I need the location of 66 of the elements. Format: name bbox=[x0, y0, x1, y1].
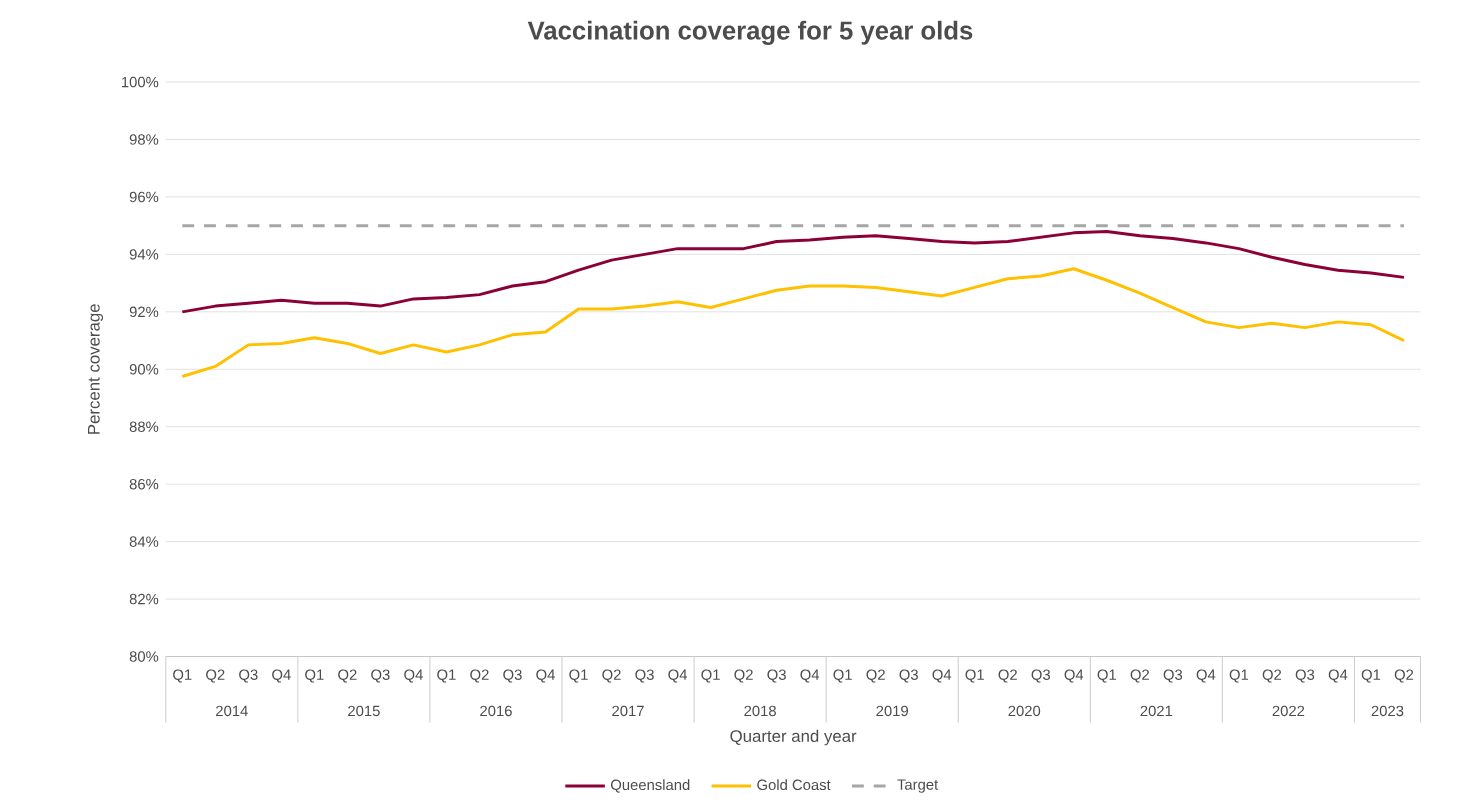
x-tick-label: Q1 bbox=[965, 669, 984, 683]
y-tick-label: 96% bbox=[129, 191, 159, 203]
x-tick-label: Q4 bbox=[1064, 669, 1084, 683]
x-tick-label: Q1 bbox=[305, 669, 324, 683]
x-tick-label: Q1 bbox=[1229, 669, 1249, 683]
x-tick-label: Q3 bbox=[1163, 669, 1183, 683]
y-tick-label: 90% bbox=[129, 364, 159, 375]
x-tick-label: Q2 bbox=[470, 669, 489, 683]
text: 2021 bbox=[1140, 705, 1173, 717]
x-tick-label: Q2 bbox=[338, 669, 357, 683]
x-axis-title: Quarter and year bbox=[730, 729, 857, 746]
text: 2016 bbox=[480, 705, 512, 717]
x-tick-label: Q2 bbox=[734, 669, 753, 683]
y-tick-label: 80% bbox=[129, 651, 159, 662]
legend-label: Gold Coast bbox=[757, 779, 831, 791]
x-tick-label: Q2 bbox=[1130, 669, 1149, 683]
text: 2017 bbox=[612, 705, 644, 717]
y-tick-label: 94% bbox=[129, 249, 159, 260]
text: 2014 bbox=[216, 705, 248, 717]
x-tick-label: Q4 bbox=[1328, 669, 1348, 683]
text: 2020 bbox=[1008, 705, 1041, 717]
x-tick-label: Q1 bbox=[701, 669, 720, 683]
x-tick-label: Q2 bbox=[602, 669, 621, 683]
text: 2022 bbox=[1272, 705, 1305, 717]
x-tick-label: Q4 bbox=[932, 669, 952, 683]
x-tick-label: Q1 bbox=[437, 669, 456, 683]
text: 2015 bbox=[348, 705, 380, 717]
x-tick-label: Q3 bbox=[767, 669, 786, 683]
y-tick-label: 100% bbox=[121, 76, 159, 88]
x-tick-label: Q2 bbox=[206, 669, 225, 683]
y-tick-label: 84% bbox=[129, 536, 159, 547]
x-tick-label: Q4 bbox=[800, 669, 820, 683]
y-tick-label: 92% bbox=[129, 306, 159, 318]
x-tick-label: Q3 bbox=[371, 669, 390, 683]
x-tick-label: Q1 bbox=[833, 669, 852, 683]
x-tick-label: Q3 bbox=[1031, 669, 1051, 683]
line-series bbox=[180, 267, 1406, 379]
x-tick-label: Q4 bbox=[668, 669, 688, 683]
legend-label: Queensland bbox=[611, 779, 690, 793]
legend-label: Target bbox=[897, 779, 939, 793]
x-tick-label: Q2 bbox=[866, 669, 885, 683]
y-tick-label: 82% bbox=[129, 593, 159, 605]
x-tick-label: Q4 bbox=[272, 669, 291, 683]
x-tick-label: Q3 bbox=[503, 669, 522, 683]
text: 2018 bbox=[744, 705, 776, 717]
x-tick-label: Q1 bbox=[1361, 669, 1381, 683]
text: 2019 bbox=[876, 705, 908, 717]
chart-title: Vaccination coverage for 5 year olds bbox=[527, 20, 973, 45]
x-tick-label: Q1 bbox=[1097, 669, 1116, 683]
x-tick-label: Q1 bbox=[173, 669, 192, 683]
y-tick-label: 86% bbox=[129, 479, 159, 490]
y-axis-title: Percent coverage bbox=[87, 304, 104, 434]
x-tick-label: Q3 bbox=[239, 669, 258, 683]
x-tick-label: Q2 bbox=[998, 669, 1017, 683]
x-tick-label: Q3 bbox=[899, 669, 918, 683]
text: 2023 bbox=[1371, 705, 1404, 717]
y-tick-label: 98% bbox=[129, 134, 159, 145]
x-tick-label: Q4 bbox=[1196, 669, 1216, 683]
y-tick-label: 88% bbox=[129, 421, 159, 433]
x-tick-label: Q2 bbox=[1394, 669, 1414, 683]
x-tick-label: Q4 bbox=[536, 669, 555, 683]
x-tick-label: Q3 bbox=[635, 669, 654, 683]
x-tick-label: Q4 bbox=[404, 669, 423, 683]
x-tick-label: Q2 bbox=[1262, 669, 1282, 683]
x-tick-label: Q1 bbox=[569, 669, 588, 683]
x-tick-label: Q3 bbox=[1295, 669, 1315, 683]
